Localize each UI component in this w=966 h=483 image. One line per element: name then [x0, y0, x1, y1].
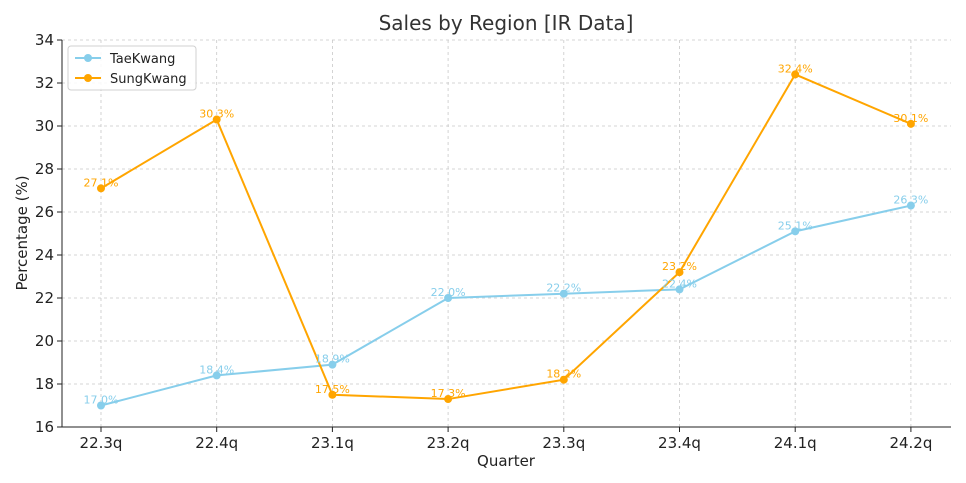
data-point-sungkwang	[212, 115, 221, 124]
y-tick-label: 32	[35, 74, 54, 92]
data-point-sungkwang	[791, 70, 800, 79]
x-tick-label: 23.2q	[427, 434, 470, 452]
data-label-taekwang: 25.1%	[778, 219, 813, 232]
data-label-sungkwang: 27.1%	[84, 176, 119, 189]
y-tick-label: 26	[35, 203, 54, 221]
data-label-taekwang: 22.2%	[546, 282, 581, 295]
x-tick-label: 23.1q	[311, 434, 354, 452]
data-point-sungkwang	[444, 395, 453, 404]
x-tick-label: 22.4q	[195, 434, 238, 452]
data-label-sungkwang: 32.4%	[778, 62, 813, 75]
y-tick-label: 16	[35, 418, 54, 436]
data-label-taekwang: 26.3%	[893, 194, 928, 207]
data-label-sungkwang: 17.5%	[315, 383, 350, 396]
data-label-sungkwang: 30.1%	[893, 112, 928, 125]
data-point-sungkwang	[675, 268, 684, 277]
data-label-sungkwang: 30.3%	[199, 108, 234, 121]
data-point-sungkwang	[559, 375, 568, 384]
data-label-sungkwang: 17.3%	[431, 387, 466, 400]
grid	[62, 39, 951, 428]
x-tick-label: 24.1q	[774, 434, 817, 452]
data-label-taekwang: 18.4%	[199, 363, 234, 376]
x-axis-title: Quarter	[477, 452, 536, 470]
data-point-taekwang	[906, 201, 915, 210]
data-point-sungkwang	[97, 184, 105, 193]
y-tick-label: 30	[35, 117, 54, 135]
data-label-taekwang: 22.0%	[431, 286, 466, 299]
data-point-taekwang	[212, 371, 221, 380]
y-tick-label: 34	[35, 31, 54, 49]
legend: TaeKwang SungKwang	[67, 45, 197, 91]
series-line-sungkwang	[100, 73, 912, 401]
data-point-sungkwang	[328, 390, 337, 399]
series-layer	[97, 70, 915, 410]
x-tick-label: 23.4q	[658, 434, 701, 452]
data-label-taekwang: 17.0%	[84, 394, 119, 407]
data-label-taekwang: 18.9%	[315, 353, 350, 366]
data-point-taekwang	[444, 294, 453, 302]
series-line-taekwang	[100, 204, 912, 407]
data-point-taekwang	[97, 401, 105, 410]
y-tick-label: 22	[35, 289, 54, 307]
data-label-sungkwang: 18.2%	[546, 368, 581, 381]
x-tick-label: 24.2q	[889, 434, 932, 452]
chart-title: Sales by Region [IR Data]	[379, 11, 634, 35]
data-labels: 17.0% 18.4% 18.9% 22.0% 22.2% 22.4% 25.1% 26.3%…	[84, 62, 929, 406]
data-point-taekwang	[675, 285, 684, 294]
legend-label: TaeKwang	[109, 52, 175, 67]
legend-marker	[84, 54, 92, 62]
data-label-sungkwang: 23.2%	[662, 260, 697, 273]
data-point-taekwang	[791, 227, 800, 236]
data-point-taekwang	[328, 360, 337, 369]
y-tick-label: 18	[35, 375, 54, 393]
x-tick-label: 22.3q	[80, 434, 123, 452]
y-tick-label: 28	[35, 160, 54, 178]
data-point-sungkwang	[906, 119, 915, 128]
legend-label: SungKwang	[110, 72, 187, 87]
data-label-taekwang: 22.4%	[662, 277, 697, 290]
legend-marker	[84, 74, 92, 82]
axes: 16 18 20 22 24 26 28 30 32 34 22.3q 22.4q 23.1q 23.2q…	[35, 31, 951, 452]
y-axis-title: Percentage (%)	[13, 175, 31, 290]
y-tick-label: 20	[35, 332, 54, 350]
x-tick-label: 23.3q	[542, 434, 585, 452]
y-tick-label: 24	[35, 246, 54, 264]
data-point-taekwang	[559, 289, 568, 298]
